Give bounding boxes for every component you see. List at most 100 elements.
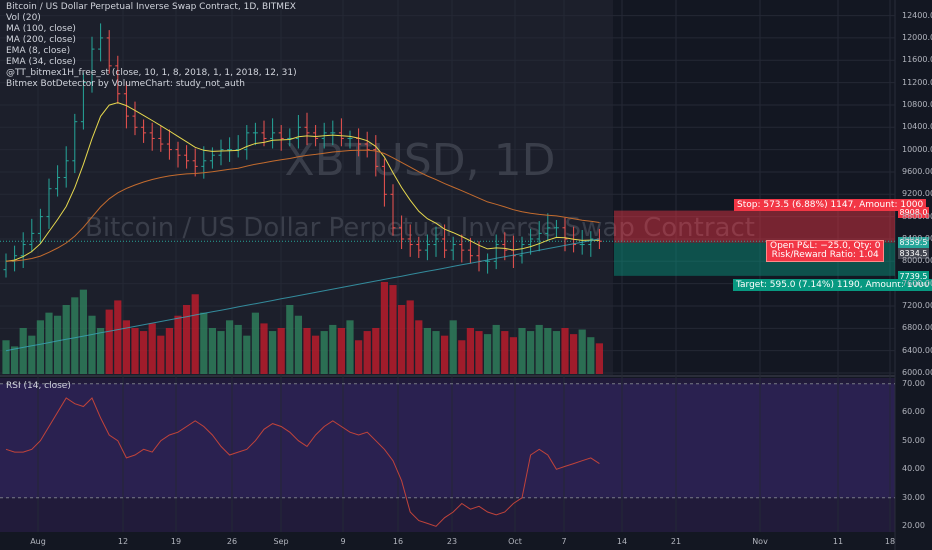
volume-bar: [208, 328, 216, 374]
volume-bar: [380, 282, 388, 374]
volume-bar: [372, 328, 380, 374]
volume-bar: [329, 324, 337, 374]
time-tick-label: Nov: [752, 537, 768, 546]
indicator-legend: Bitcoin / US Dollar Perpetual Inverse Sw…: [6, 2, 297, 90]
volume-bar: [423, 328, 431, 374]
time-tick-label: Oct: [508, 537, 522, 546]
volume-bar: [415, 320, 423, 374]
volume-bar: [226, 320, 234, 374]
watermark-name: Bitcoin / US Dollar Perpetual Inverse Sw…: [85, 213, 755, 243]
stop-zone: [614, 210, 895, 243]
rsi-tick-label: 50.00: [902, 435, 925, 445]
price-tick-label: 12400.00: [902, 10, 932, 20]
volume-bar: [406, 300, 414, 374]
price-tick-label: 11200.00: [902, 77, 932, 87]
volume-bar: [355, 340, 363, 374]
price-tick-label: 12000.00: [902, 32, 932, 42]
legend-item[interactable]: MA (100, close): [6, 24, 76, 34]
risk-reward-line: Risk/Reward Ratio: 1.04: [771, 250, 879, 260]
time-tick-label: 11: [832, 537, 844, 546]
time-tick-label: Aug: [30, 537, 46, 546]
watermark-symbol: XBTUSD, 1D: [284, 135, 555, 186]
ema-34-line: [5, 149, 600, 262]
rsi-tick-label: 70.00: [902, 378, 925, 388]
volume-bar: [294, 315, 302, 374]
volume-bar: [449, 320, 457, 374]
volume-bar: [277, 328, 285, 374]
volume-bar: [398, 305, 406, 374]
stop-label[interactable]: Stop: 573.5 (6.88%) 1147, Amount: 1000: [734, 199, 927, 211]
volume-bar: [88, 315, 96, 374]
volume-bar: [587, 337, 595, 374]
volume-bar: [122, 320, 130, 374]
price-tick-label: 6000.00: [902, 368, 932, 377]
legend-item[interactable]: @TT_bitmex1H_free_st (close, 10, 1, 8, 2…: [6, 68, 297, 78]
volume-bar: [389, 285, 397, 374]
legend-item[interactable]: Bitmex BotDetector by VolumeChart: study…: [6, 79, 245, 89]
volume-bar: [114, 300, 122, 374]
volume-bar: [441, 335, 449, 374]
entry-price-tag: 8334.5: [898, 248, 929, 259]
volume-bar: [458, 340, 466, 374]
volume-bar: [570, 334, 578, 374]
rsi-legend[interactable]: RSI (14, close): [6, 381, 71, 391]
price-tick-label: 8800.00: [902, 211, 932, 221]
volume-bar: [45, 312, 53, 374]
volume-bar: [518, 328, 526, 374]
time-tick-label: 19: [170, 537, 182, 546]
price-tick-label: 6800.00: [902, 323, 932, 333]
legend-title[interactable]: Bitcoin / US Dollar Perpetual Inverse Sw…: [6, 2, 296, 12]
volume-bar: [148, 323, 156, 374]
volume-bar: [157, 335, 165, 374]
legend-item[interactable]: EMA (8, close): [6, 46, 71, 56]
target-label[interactable]: Target: 595.0 (7.14%) 1190, Amount: 1000: [733, 279, 932, 291]
volume-bar: [36, 320, 44, 374]
volume-bar: [286, 305, 294, 374]
volume-bar: [269, 331, 277, 374]
target-price-tag: 7739.5: [898, 271, 929, 282]
price-tick-label: 11600.00: [902, 55, 932, 65]
legend-item[interactable]: MA (200, close): [6, 35, 76, 45]
rsi-tick-label: 60.00: [902, 407, 925, 417]
volume-bar: [71, 297, 79, 374]
volume-bar: [475, 331, 483, 374]
volume-bar: [552, 331, 560, 374]
ma-200-line: [5, 238, 600, 352]
volume-bar: [260, 323, 268, 374]
stop-price-tag: 8908.0: [898, 207, 929, 218]
volume-bar: [578, 329, 586, 374]
pnl-line: Open P&L: −25.0, Qty: 0: [770, 241, 881, 251]
legend-item[interactable]: EMA (34, close): [6, 57, 76, 67]
time-tick-label: 26: [226, 537, 238, 546]
volume-bar: [466, 328, 474, 374]
time-tick-label: 9: [340, 537, 346, 546]
volume-bar: [303, 328, 311, 374]
time-tick-label: 18: [884, 537, 896, 546]
time-tick-label: 16: [392, 537, 404, 546]
price-tick-label: 10400.00: [902, 122, 932, 132]
volume-bar: [11, 346, 19, 374]
volume-bar: [312, 335, 320, 374]
time-tick-label: 21: [670, 537, 682, 546]
volume-bar: [2, 340, 10, 374]
volume-bar: [54, 315, 62, 374]
volume-bar: [337, 328, 345, 374]
last-price-tag: 8359.5: [898, 237, 929, 248]
volume-bar: [105, 309, 113, 374]
volume-bar: [243, 335, 251, 374]
price-tick-label: 10800.00: [902, 99, 932, 109]
volume-bar: [492, 324, 500, 374]
volume-bar: [432, 331, 440, 374]
time-tick-label: 12: [117, 537, 129, 546]
pnl-box[interactable]: Open P&L: −25.0, Qty: 0 Risk/Reward Rati…: [766, 240, 885, 262]
rsi-tick-label: 40.00: [902, 464, 925, 474]
price-tick-label: 10000.00: [902, 144, 932, 154]
time-tick-label: 7: [561, 537, 567, 546]
ema-8-line: [5, 102, 600, 262]
volume-bar: [28, 335, 36, 374]
volume-bar: [251, 312, 259, 374]
volume-bar: [544, 328, 552, 374]
legend-item[interactable]: Vol (20): [6, 13, 41, 23]
